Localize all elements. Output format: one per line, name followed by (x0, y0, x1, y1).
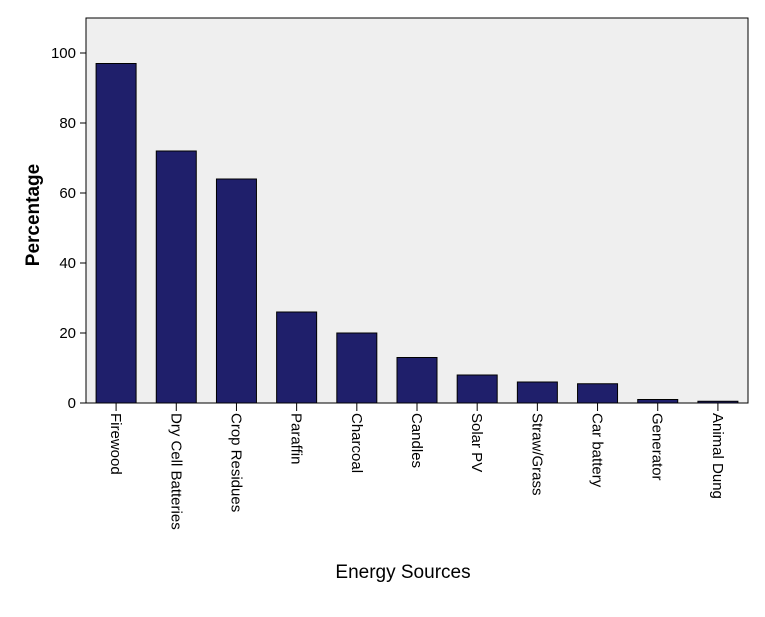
x-tick-label: Firewood (107, 413, 124, 475)
bar (697, 400, 739, 404)
bar (456, 374, 498, 404)
x-tick-label: Candles (408, 413, 425, 468)
bar (637, 399, 679, 404)
x-tick-label: Paraffin (288, 413, 305, 464)
bars-group (95, 63, 739, 404)
x-axis: Firewood Dry Cell Batteries Crop Residues P… (107, 403, 726, 530)
y-tick-label: 100 (51, 45, 76, 62)
bar (577, 383, 619, 404)
x-tick-label: Charcoal (348, 413, 365, 473)
bar (95, 63, 137, 404)
x-tick-label: Generator (649, 413, 666, 481)
y-axis-title: Percentage (23, 164, 44, 266)
y-axis: 0 20 40 60 80 100 (51, 45, 86, 412)
x-tick-label: Car battery (589, 413, 606, 488)
y-tick-label: 20 (59, 325, 76, 342)
bar (516, 381, 558, 404)
x-axis-title: Energy Sources (335, 562, 470, 583)
y-tick-label: 40 (59, 255, 76, 272)
bar (336, 332, 378, 404)
x-tick-label: Straw/Grass (528, 413, 545, 496)
y-tick-label: 60 (59, 185, 76, 202)
x-tick-label: Dry Cell Batteries (167, 413, 184, 530)
y-tick-label: 0 (68, 395, 76, 412)
x-tick-label: Crop Residues (227, 413, 244, 512)
bar (396, 357, 438, 404)
bar (276, 311, 318, 404)
bar (155, 150, 197, 404)
bar (215, 178, 257, 404)
x-tick-label: Solar PV (468, 413, 485, 472)
x-tick-label: Animal Dung (709, 413, 726, 499)
y-tick-label: 80 (59, 115, 76, 132)
